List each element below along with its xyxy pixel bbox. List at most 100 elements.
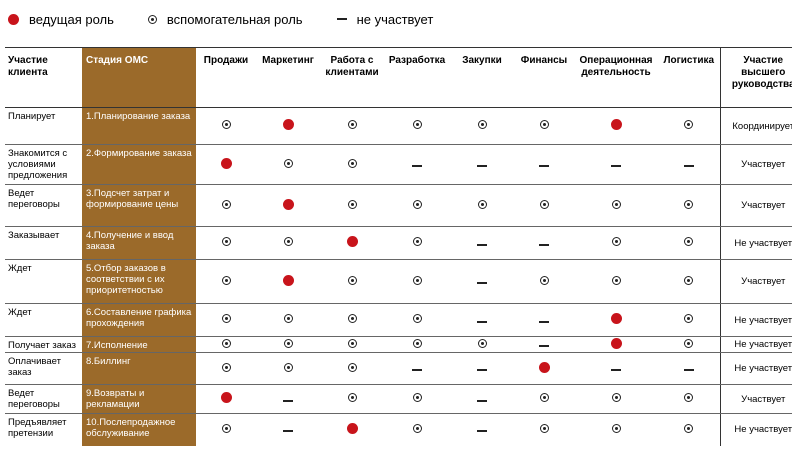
no-participation-icon <box>477 243 487 246</box>
no-participation-icon <box>412 369 422 371</box>
oms-stage: 5.Отбор заказов в соответствии с их прио… <box>82 259 196 304</box>
role-cell <box>450 184 514 227</box>
role-cell <box>384 336 450 353</box>
no-participation-icon <box>477 282 487 284</box>
supporting-role-icon <box>221 237 231 246</box>
dash-icon <box>336 18 347 20</box>
client-participation: Оплачивает заказ <box>5 352 82 385</box>
header-dept: Маркетинг <box>256 47 320 108</box>
supporting-role-icon <box>539 393 549 402</box>
role-cell <box>574 303 658 337</box>
role-cell <box>320 144 384 185</box>
no-participation-icon <box>683 165 694 167</box>
client-participation: Заказывает <box>5 226 82 260</box>
legend-none: не участвует <box>336 11 434 27</box>
no-participation-icon <box>477 165 487 167</box>
supporting-role-icon <box>347 275 357 285</box>
supporting-role-icon <box>221 338 231 348</box>
leading-role-icon <box>282 119 294 130</box>
client-participation: Получает заказ <box>5 336 82 353</box>
management-participation: Участвует <box>719 144 792 185</box>
supporting-role-icon <box>539 275 549 285</box>
management-participation: Координирует <box>719 107 792 145</box>
role-cell <box>514 107 574 145</box>
role-cell <box>574 144 658 185</box>
supporting-role-icon <box>347 362 357 372</box>
supporting-role-icon <box>684 423 694 433</box>
leading-role-icon <box>538 361 550 373</box>
management-participation: Участвует <box>719 384 792 414</box>
role-cell <box>574 107 658 145</box>
no-participation-icon <box>539 345 549 347</box>
supporting-role-icon <box>477 338 487 348</box>
oms-role-table: Участие клиента Стадия ОМС Продажи Марке… <box>5 47 792 446</box>
role-cell <box>514 384 574 414</box>
role-cell <box>450 144 514 185</box>
table-body: Планирует 1.Планирование заказа Координиру… <box>5 107 792 446</box>
oms-stage: 6.Составление графика прохождения <box>82 303 196 337</box>
role-cell <box>196 259 256 304</box>
no-participation-icon <box>477 320 487 323</box>
no-participation-icon <box>283 430 293 433</box>
supporting-role-icon <box>221 120 231 129</box>
header-stage: Стадия ОМС <box>82 47 196 108</box>
leading-role-icon <box>346 422 358 434</box>
role-cell <box>514 184 574 227</box>
supporting-role-icon <box>412 275 422 285</box>
leading-role-icon <box>610 119 622 130</box>
legend: ведущая роль вспомогательная роль не уча… <box>8 8 467 30</box>
legend-supporting: вспомогательная роль <box>147 12 303 27</box>
role-cell <box>450 107 514 145</box>
supporting-role-icon <box>684 120 694 129</box>
role-cell <box>196 144 256 185</box>
oms-stage: 2.Формирование заказа <box>82 144 196 185</box>
supporting-role-icon <box>684 338 694 348</box>
role-cell <box>574 226 658 260</box>
legend-leading: ведущая роль <box>8 12 114 27</box>
role-cell <box>256 303 320 337</box>
role-cell <box>658 259 720 304</box>
table-row: Знакомится с условиями предложения 2.Форм… <box>5 144 792 185</box>
header-dept: Закупки <box>450 47 514 108</box>
no-participation-icon <box>683 369 694 371</box>
role-cell <box>320 336 384 353</box>
supporting-role-icon <box>347 120 357 129</box>
oms-stage: 7.Исполнение <box>82 336 196 353</box>
header-dept: Операционная деятельность <box>574 47 658 108</box>
no-participation-icon <box>412 165 422 167</box>
no-participation-icon <box>477 430 487 433</box>
header-dept: Разработка <box>384 47 450 108</box>
role-cell <box>514 226 574 260</box>
no-participation-icon <box>477 399 487 402</box>
supporting-role-icon <box>412 120 422 129</box>
management-participation: Участвует <box>719 184 792 227</box>
leading-role-icon <box>282 274 294 286</box>
oms-stage: 1.Планирование заказа <box>82 107 196 145</box>
role-cell <box>514 336 574 353</box>
supporting-role-icon <box>283 362 293 372</box>
role-cell <box>196 384 256 414</box>
no-participation-icon <box>611 369 621 371</box>
role-cell <box>196 336 256 353</box>
role-cell <box>320 384 384 414</box>
supporting-role-icon <box>283 338 293 348</box>
supporting-role-icon <box>347 158 357 168</box>
supporting-role-icon <box>412 314 422 323</box>
supporting-role-icon <box>684 199 694 209</box>
supporting-role-icon <box>539 423 549 433</box>
table-row: Ждет 5.Отбор заказов в соответствии с их … <box>5 259 792 304</box>
role-cell <box>514 259 574 304</box>
client-participation: Ждет <box>5 259 82 304</box>
oms-stage: 4.Получение и ввод заказа <box>82 226 196 260</box>
oms-stage: 10.Послепродажное обслуживание <box>82 413 196 446</box>
client-participation: Ведет переговоры <box>5 384 82 414</box>
leading-role-icon <box>346 236 358 247</box>
role-cell <box>384 384 450 414</box>
no-participation-icon <box>283 399 293 402</box>
legend-none-label: не участвует <box>356 11 434 27</box>
client-participation: Ведет переговоры <box>5 184 82 227</box>
role-cell <box>574 259 658 304</box>
role-cell <box>514 303 574 337</box>
supporting-role-icon <box>539 199 549 209</box>
supporting-role-icon <box>283 314 293 323</box>
